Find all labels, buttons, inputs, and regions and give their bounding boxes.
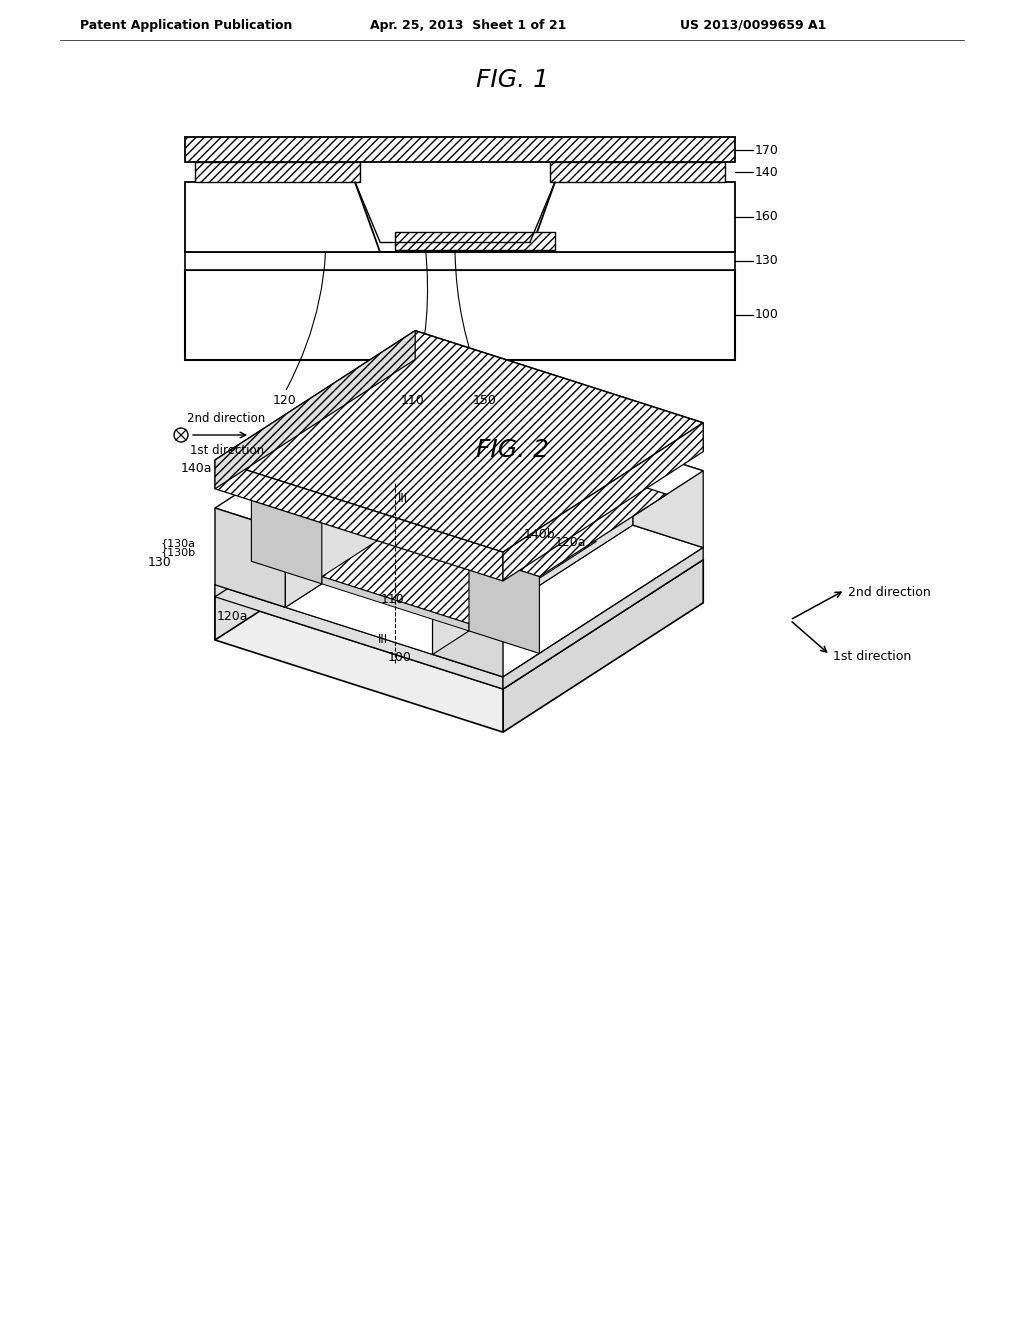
Text: 140: 140 — [755, 165, 778, 178]
Text: 1st direction: 1st direction — [833, 651, 911, 664]
Text: 150: 150 — [473, 393, 497, 407]
Polygon shape — [215, 330, 415, 488]
Text: 100: 100 — [755, 309, 779, 322]
Polygon shape — [185, 182, 735, 252]
Polygon shape — [286, 478, 633, 655]
Text: 110: 110 — [401, 393, 425, 407]
Polygon shape — [432, 578, 503, 677]
Polygon shape — [415, 330, 703, 451]
Text: {130b: {130b — [161, 546, 196, 557]
Bar — [550, 162, 725, 182]
Text: Patent Application Publication: Patent Application Publication — [80, 18, 293, 32]
Bar — [185, 137, 735, 162]
Text: 120a: 120a — [555, 536, 587, 549]
Text: 130: 130 — [755, 255, 778, 268]
Polygon shape — [215, 455, 415, 597]
Polygon shape — [469, 471, 667, 577]
Text: 2nd direction: 2nd direction — [848, 586, 931, 598]
Polygon shape — [503, 548, 703, 689]
Polygon shape — [415, 379, 485, 478]
Polygon shape — [415, 467, 703, 603]
Polygon shape — [215, 379, 485, 531]
Text: FIG. 1: FIG. 1 — [475, 69, 549, 92]
Text: 100: 100 — [387, 651, 412, 664]
Polygon shape — [215, 597, 503, 733]
Polygon shape — [215, 467, 703, 689]
Bar — [185, 271, 735, 360]
Polygon shape — [215, 508, 286, 607]
Text: 2nd direction: 2nd direction — [187, 412, 265, 425]
Text: III: III — [398, 491, 409, 504]
Text: 140a: 140a — [181, 462, 212, 475]
Bar — [195, 162, 360, 182]
Text: 120a: 120a — [216, 610, 248, 623]
Polygon shape — [215, 455, 703, 677]
Text: FIG. 2: FIG. 2 — [475, 438, 549, 462]
Polygon shape — [322, 577, 469, 631]
Text: 170: 170 — [755, 144, 779, 157]
Text: 120: 120 — [273, 393, 297, 407]
Text: 130: 130 — [147, 556, 171, 569]
Text: Apr. 25, 2013  Sheet 1 of 21: Apr. 25, 2013 Sheet 1 of 21 — [370, 18, 566, 32]
Polygon shape — [503, 422, 703, 581]
Text: 140b: 140b — [524, 528, 555, 541]
Polygon shape — [286, 401, 485, 607]
Text: US 2013/0099659 A1: US 2013/0099659 A1 — [680, 18, 826, 32]
Polygon shape — [215, 459, 503, 581]
Polygon shape — [215, 330, 703, 552]
Polygon shape — [215, 467, 415, 640]
Polygon shape — [633, 449, 703, 548]
Text: III: III — [378, 632, 388, 645]
Polygon shape — [432, 449, 633, 655]
Polygon shape — [469, 554, 540, 653]
Polygon shape — [322, 494, 596, 624]
Polygon shape — [432, 449, 703, 601]
Polygon shape — [503, 560, 703, 733]
Text: {130a: {130a — [161, 537, 196, 548]
Bar — [395, 232, 555, 249]
Text: 160: 160 — [755, 210, 778, 223]
Text: 110: 110 — [381, 593, 404, 606]
Polygon shape — [252, 403, 450, 507]
Bar — [185, 252, 735, 271]
Polygon shape — [252, 484, 322, 583]
Polygon shape — [215, 585, 503, 689]
Text: 1st direction: 1st direction — [190, 444, 264, 457]
